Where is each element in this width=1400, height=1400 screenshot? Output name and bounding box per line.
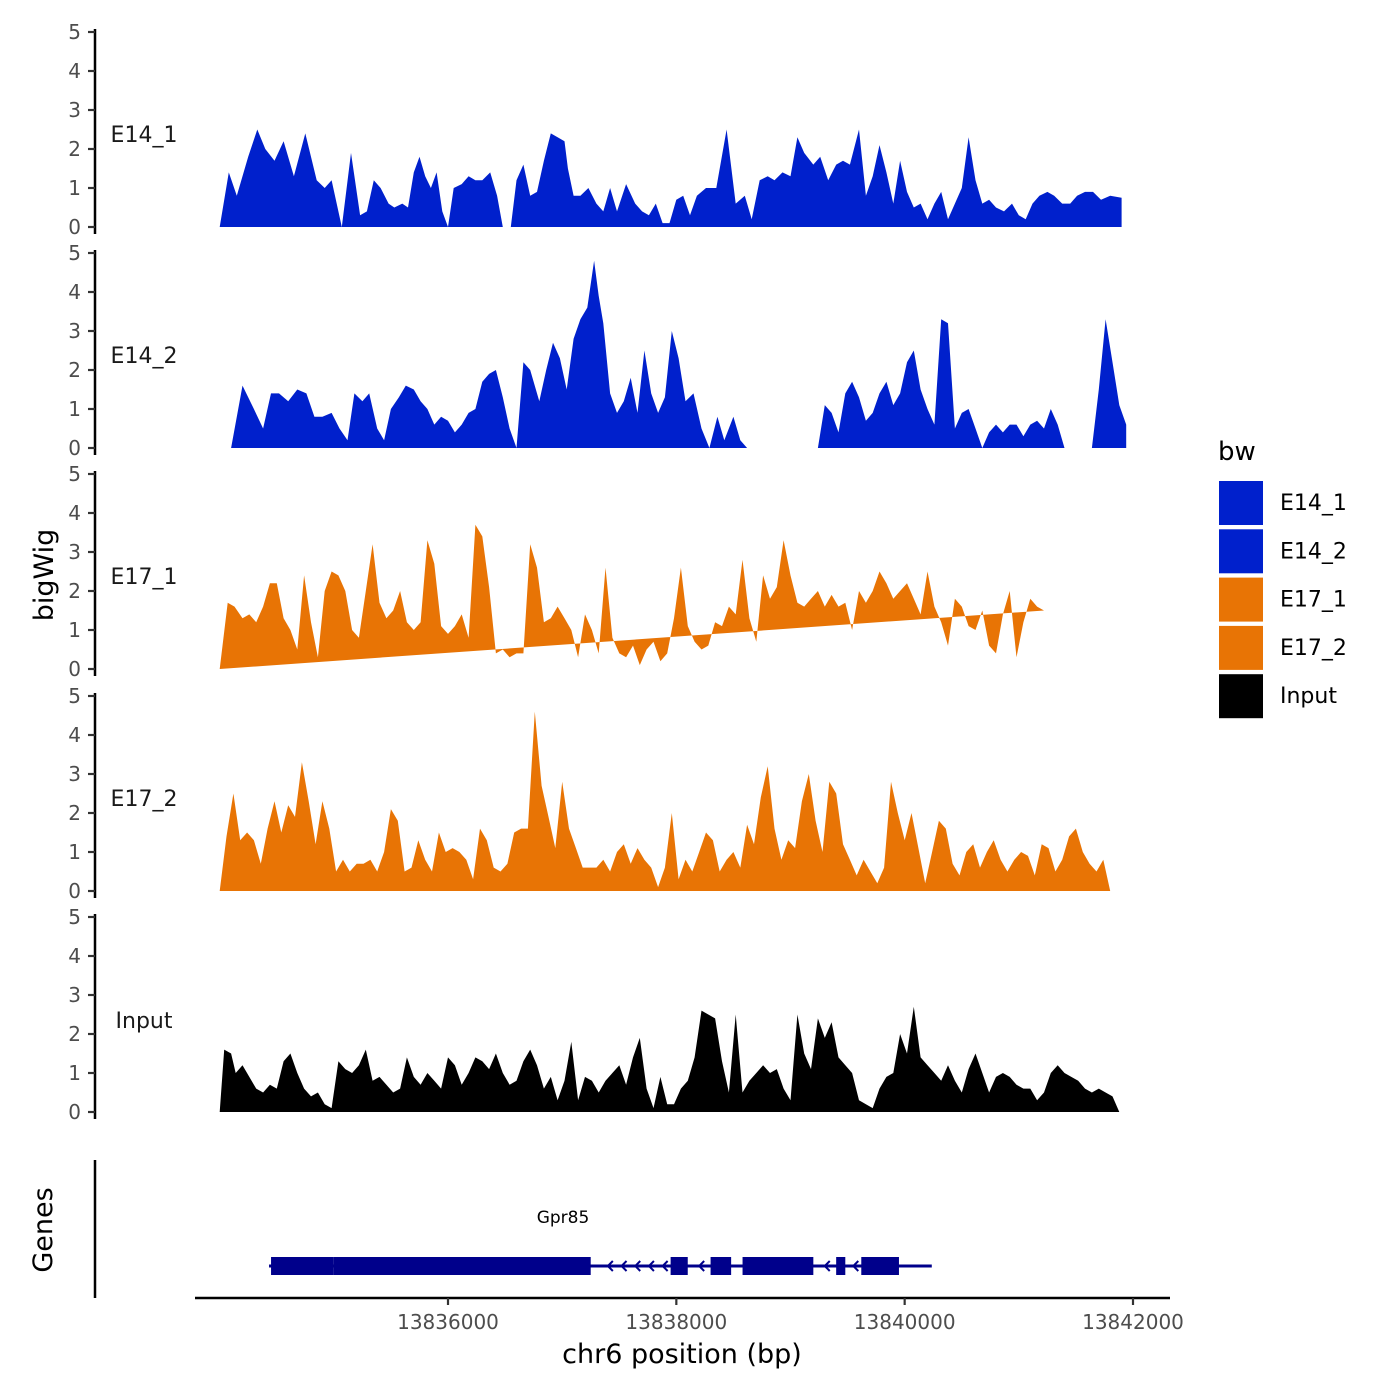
track-label: E17_1	[111, 565, 178, 590]
y-tick-label: 2	[68, 579, 81, 603]
track-e17-2: 0 1 2 3 4 5 E17_2	[68, 684, 1111, 903]
genes-track: Gpr85	[93, 1160, 932, 1298]
track-e17-1: 0 1 2 3 4 5 E17_1	[68, 462, 1044, 681]
coverage-area-e14-2	[231, 260, 1127, 448]
y-tick-label: 2	[68, 1022, 81, 1046]
x-axis-title: chr6 position (bp)	[562, 1339, 802, 1370]
legend-title: bw	[1218, 437, 1256, 467]
gene-exon	[670, 1257, 688, 1275]
gene-exon	[742, 1257, 814, 1275]
legend-swatch	[1219, 625, 1263, 670]
tracks-layer: 0 1 2 3 4 5 E14_1 0 1 2 3 4 5 E14_2 0 1 2 3 4 5 E17_1 0 1 2 3 4 5 E…	[68, 20, 1127, 1124]
track-input: 0 1 2 3 4 5 Input	[68, 905, 1120, 1124]
track-label: Input	[116, 1009, 173, 1034]
y-tick-label: 0	[68, 1100, 81, 1124]
strand-arrow	[633, 1260, 641, 1272]
legend-swatch	[1219, 481, 1263, 525]
y-tick-label: 1	[68, 397, 81, 421]
legend-swatch	[1219, 529, 1263, 574]
y-tick-label: 3	[68, 983, 81, 1007]
gene-exon	[861, 1257, 899, 1275]
strand-arrow	[823, 1260, 831, 1272]
coverage-area-e17-1	[219, 524, 1044, 669]
strand-arrow	[647, 1260, 655, 1272]
y-tick-label: 3	[68, 98, 81, 122]
genes-axis-title: Genes	[28, 1187, 59, 1272]
gene-exon	[271, 1257, 334, 1275]
strand-arrow	[697, 1260, 705, 1272]
x-tick-label: 13838000	[625, 1310, 727, 1334]
y-tick-label: 3	[68, 762, 81, 786]
x-tick-label: 13840000	[854, 1310, 956, 1334]
track-e14-2: 0 1 2 3 4 5 E14_2	[68, 241, 1127, 460]
y-tick-label: 5	[68, 241, 81, 265]
y-tick-label: 4	[68, 723, 81, 747]
x-tick-label: 13842000	[1082, 1310, 1184, 1334]
y-tick-label: 3	[68, 319, 81, 343]
coverage-area-input	[219, 1006, 1120, 1112]
gene-exon	[333, 1257, 591, 1275]
legend-label: E14_1	[1280, 491, 1347, 516]
y-tick-label: 5	[68, 20, 81, 44]
track-e14-1: 0 1 2 3 4 5 E14_1	[68, 20, 1122, 239]
strand-arrow	[620, 1260, 628, 1272]
legend-label: E14_2	[1280, 539, 1347, 564]
y-tick-label: 4	[68, 944, 81, 968]
legend: bw E14_1 E14_2 E17_1 E17_2 Input	[1218, 437, 1347, 719]
y-tick-label: 3	[68, 540, 81, 564]
y-tick-label: 2	[68, 801, 81, 825]
legend-label: Input	[1280, 684, 1337, 709]
track-label: E14_1	[111, 123, 178, 148]
track-label: E14_2	[111, 344, 178, 369]
y-tick-label: 0	[68, 657, 81, 681]
y-tick-label: 5	[68, 462, 81, 486]
y-tick-label: 1	[68, 176, 81, 200]
gene-model: Gpr85	[269, 1208, 932, 1275]
gene-exon	[836, 1257, 846, 1275]
legend-label: E17_2	[1280, 636, 1347, 661]
y-tick-label: 1	[68, 1061, 81, 1085]
y-tick-label: 0	[68, 879, 81, 903]
strand-arrow	[606, 1260, 614, 1272]
y-tick-label: 4	[68, 59, 81, 83]
y-axis-title: bigWig	[29, 529, 60, 622]
y-tick-label: 1	[68, 840, 81, 864]
coverage-area-e14-1	[219, 129, 1122, 227]
y-tick-label: 4	[68, 501, 81, 525]
gene-exon	[710, 1257, 732, 1275]
y-tick-label: 4	[68, 280, 81, 304]
y-tick-label: 0	[68, 215, 81, 239]
gene-name-label: Gpr85	[537, 1208, 590, 1228]
y-tick-label: 2	[68, 358, 81, 382]
legend-swatch	[1219, 577, 1263, 622]
y-tick-label: 1	[68, 618, 81, 642]
strand-arrow	[851, 1260, 859, 1272]
y-tick-label: 2	[68, 137, 81, 161]
legend-label: E17_1	[1280, 588, 1347, 613]
y-tick-label: 5	[68, 684, 81, 708]
strand-arrow	[661, 1260, 669, 1272]
y-tick-label: 5	[68, 905, 81, 929]
y-tick-label: 0	[68, 436, 81, 460]
legend-swatch	[1219, 674, 1263, 719]
coverage-area-e17-2	[219, 711, 1111, 891]
x-axis: 13836000 13838000 13840000 13842000	[195, 1296, 1184, 1334]
track-label: E17_2	[111, 787, 178, 812]
x-tick-label: 13836000	[397, 1310, 499, 1334]
